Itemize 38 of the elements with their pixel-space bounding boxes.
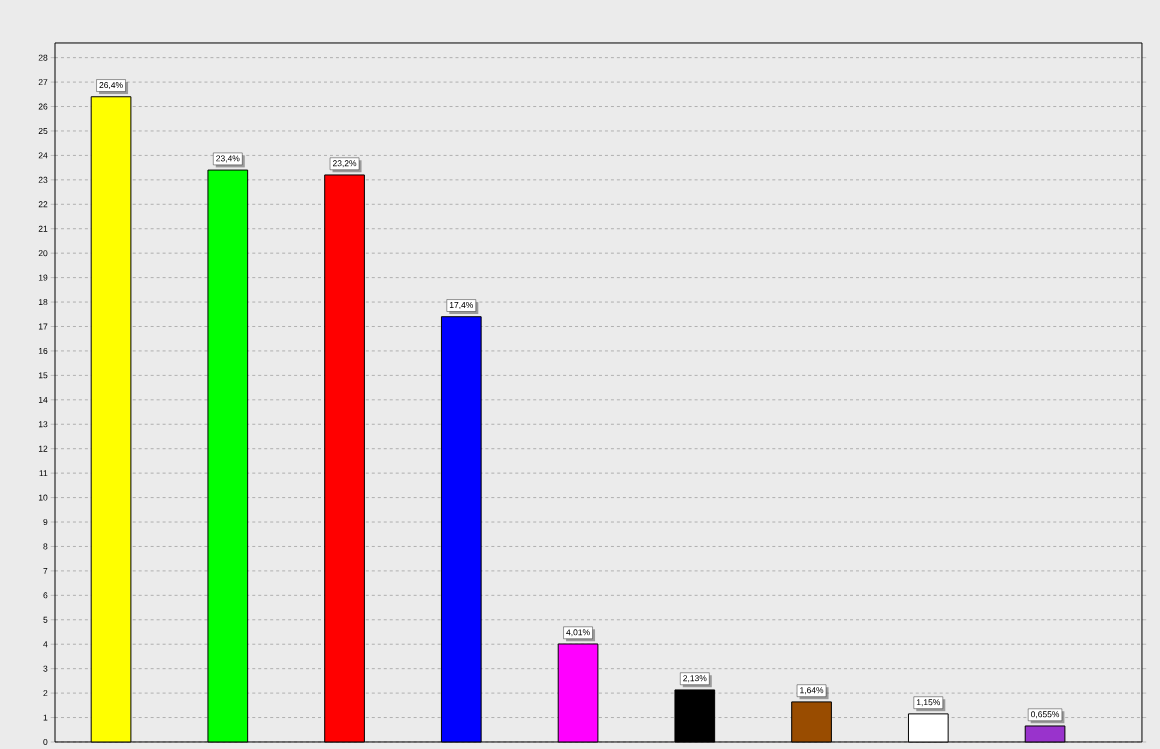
y-tick-label: 10 [38, 494, 48, 501]
y-tick-label: 17 [38, 323, 48, 330]
data-label: 23,4% [216, 155, 240, 163]
y-tick-label: 20 [38, 250, 48, 257]
y-tick-label: 1 [43, 714, 48, 721]
data-label: 26,4% [99, 82, 123, 90]
y-tick-label: 27 [38, 79, 48, 86]
y-tick-label: 5 [43, 616, 48, 623]
data-label: 0,655% [1031, 711, 1060, 719]
y-tick-label: 19 [38, 274, 48, 281]
y-tick-label: 3 [43, 665, 48, 672]
y-tick-label: 8 [43, 543, 48, 550]
y-tick-label: 9 [43, 519, 48, 526]
y-tick-label: 21 [38, 225, 48, 232]
y-tick-label: 11 [39, 470, 48, 477]
y-tick-label: 22 [38, 201, 48, 208]
data-label: 1,64% [800, 687, 824, 695]
y-tick-label: 2 [43, 690, 48, 697]
y-tick-label: 23 [38, 176, 48, 183]
y-tick-label: 26 [38, 103, 48, 110]
y-tick-label: 6 [43, 592, 48, 599]
y-tick-label: 24 [38, 152, 48, 159]
y-tick-label: 18 [38, 299, 48, 306]
y-tick-label: 15 [38, 372, 48, 379]
y-tick-label: 7 [43, 567, 48, 574]
data-label: 23,2% [332, 160, 357, 168]
y-tick-label: 0 [43, 738, 48, 745]
data-label: 4,01% [566, 629, 590, 637]
data-label: 1,15% [916, 699, 941, 707]
y-tick-label: 4 [43, 641, 48, 648]
y-tick-label: 25 [38, 127, 48, 134]
y-tick-label: 28 [38, 54, 48, 61]
y-tick-label: 12 [38, 445, 48, 452]
y-tick-label: 16 [38, 347, 48, 354]
y-tick-label: 14 [38, 396, 48, 403]
data-label: 17,4% [449, 302, 474, 310]
y-tick-label: 13 [38, 421, 48, 428]
data-label: 2,13% [683, 675, 707, 683]
